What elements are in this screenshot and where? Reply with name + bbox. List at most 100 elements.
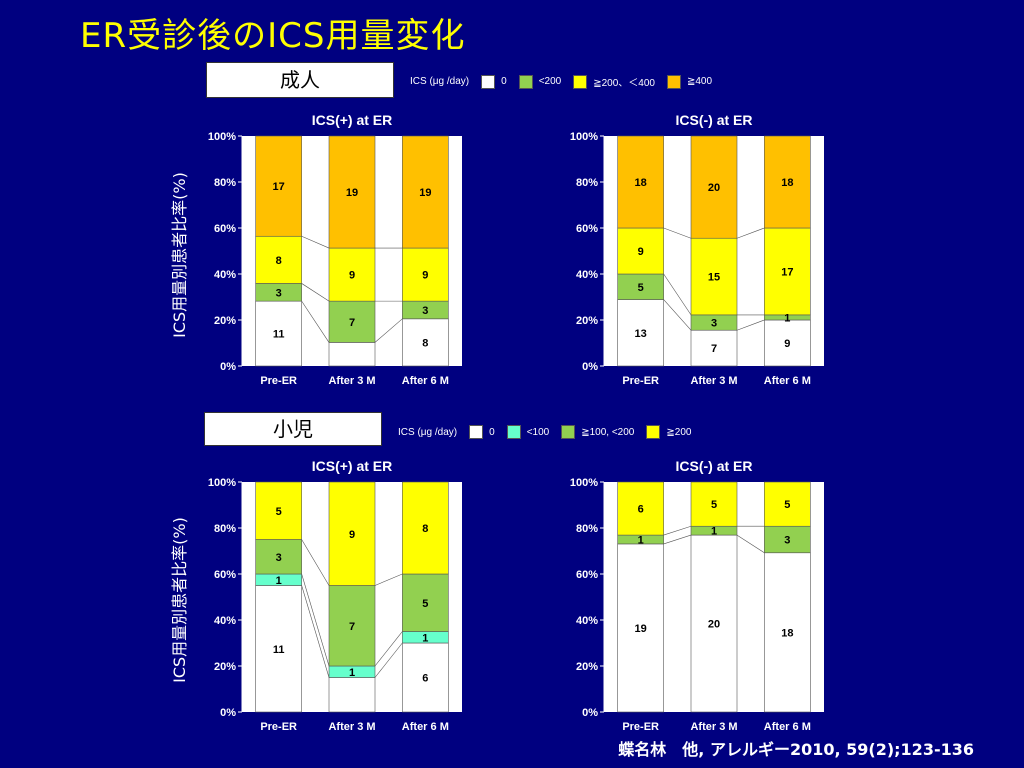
x-tick-label: Pre-ER [622, 721, 659, 733]
data-label: 1 [784, 312, 790, 324]
y-tick-label: 40% [214, 615, 236, 627]
y-tick-label: 20% [576, 661, 598, 673]
adult-y-axis-label: ICS用量別患者比率(%) [170, 172, 189, 338]
bar-segment [617, 481, 664, 536]
bar-segment [617, 135, 664, 229]
data-label: 11 [273, 644, 285, 656]
bar-segment [764, 319, 811, 367]
connector-line [663, 299, 692, 331]
child-legend-swatch-1 [506, 425, 521, 439]
data-label: 8 [276, 255, 282, 267]
x-tick-label: Pre-ER [622, 375, 659, 387]
y-tick-label: 60% [576, 569, 598, 581]
y-tick-label: 80% [214, 523, 236, 535]
bar-segment [690, 135, 738, 239]
adult-legend-label-0: 0 [501, 76, 507, 87]
x-tick-label: After 3 M [328, 721, 375, 733]
bar-segment [764, 135, 811, 229]
data-label: 20 [708, 182, 720, 194]
y-tick-label: 60% [214, 223, 236, 235]
bar-segment [255, 585, 302, 713]
y-tick-label: 80% [576, 177, 598, 189]
data-label: 5 [784, 499, 790, 511]
y-tick-label: 40% [576, 615, 598, 627]
adult-legend-swatch-1 [518, 74, 533, 89]
connector-line [301, 235, 330, 249]
bar-segment [690, 329, 738, 367]
connector-line [736, 534, 765, 554]
bar-segment [255, 539, 302, 575]
x-tick-label: Pre-ER [260, 721, 297, 733]
adult-legend: ICS (μg /day) 0 <200 ≧200、＜400 ≧400 [410, 74, 712, 89]
x-tick-label: After 3 M [328, 375, 375, 387]
bar-segment [255, 235, 302, 284]
connector-line [301, 573, 330, 667]
chart-title: ICS(-) at ER [676, 112, 753, 128]
data-label: 11 [273, 329, 285, 341]
bar-segment [328, 342, 376, 367]
bar-segment [764, 481, 811, 527]
bar-segment [402, 642, 449, 713]
child-legend-label-0: 0 [489, 426, 495, 438]
connector-line [374, 631, 403, 667]
child-ics-minus-chart: ICS(-) at ER 0% 20% 40% 60% 80% 100% Pre-ER Afte… [570, 458, 824, 733]
child-ics-plus-chart: ICS(+) at ER 0% 20% 40% 60% 80% 100% Pre-ER Afte… [208, 458, 462, 733]
data-label: 1 [638, 535, 644, 547]
child-y-axis-label: ICS用量別患者比率(%) [170, 517, 189, 683]
connector-line [374, 318, 403, 343]
data-label: 19 [346, 187, 358, 199]
data-label: 1 [711, 526, 717, 538]
connector-line [736, 227, 765, 239]
chart-title: ICS(+) at ER [312, 458, 393, 474]
y-tick-label: 20% [214, 315, 236, 327]
citation: 蝶名林 他, アレルギー2010, 59(2);123-136 [618, 740, 974, 759]
data-label: 5 [422, 598, 428, 610]
chart-title: ICS(-) at ER [676, 458, 753, 474]
adult-legend-swatch-3 [666, 74, 681, 89]
bar-segment [690, 481, 738, 527]
child-legend-swatch-0 [469, 425, 484, 439]
data-label: 20 [708, 619, 720, 631]
child-legend-swatch-3 [646, 425, 661, 439]
x-tick-label: Pre-ER [260, 375, 297, 387]
child-legend-label-3: ≧200 [666, 426, 692, 438]
y-tick-label: 0% [220, 707, 236, 719]
bar-segment [328, 247, 376, 302]
bar-segment [402, 135, 449, 249]
adult-legend-label-2: ≧200、＜400 [593, 78, 655, 89]
adult-legend-label-1: <200 [538, 76, 562, 87]
data-label: 1 [349, 667, 355, 679]
adult-legend-swatch-2 [573, 74, 588, 89]
data-label: 18 [635, 177, 647, 189]
y-tick-label: 0% [582, 361, 598, 373]
connector-line [663, 227, 692, 239]
child-legend-head: ICS (μg /day) [398, 426, 458, 438]
data-label: 7 [349, 317, 355, 329]
bar-segment [617, 543, 664, 713]
data-label: 17 [781, 266, 793, 278]
y-tick-label: 80% [214, 177, 236, 189]
x-tick-label: After 6 M [764, 721, 811, 733]
data-label: 3 [422, 305, 428, 317]
data-label: 3 [784, 535, 790, 547]
data-label: 18 [781, 627, 793, 639]
bar-segment [402, 481, 449, 575]
data-label: 5 [276, 506, 282, 518]
data-label: 8 [422, 337, 428, 349]
data-label: 13 [635, 328, 647, 340]
child-legend-label-2: ≧100, <200 [581, 426, 635, 438]
child-group-label: 小児 [204, 412, 382, 446]
data-label: 15 [708, 272, 720, 284]
connector-line [736, 319, 765, 331]
bar-segment [328, 481, 376, 586]
y-tick-label: 20% [576, 315, 598, 327]
child-legend-swatch-2 [561, 425, 576, 439]
y-tick-label: 100% [208, 477, 236, 489]
adult-legend-head: ICS (μg /day) [410, 76, 470, 87]
data-label: 5 [638, 282, 644, 294]
y-tick-label: 0% [220, 361, 236, 373]
x-tick-label: After 3 M [690, 375, 737, 387]
adult-legend-swatch-0 [481, 74, 496, 89]
data-label: 9 [422, 270, 428, 282]
bar-segment [328, 300, 376, 343]
